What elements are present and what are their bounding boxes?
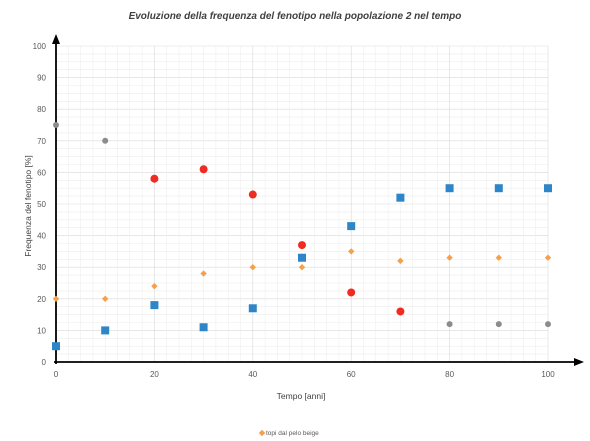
data-point [248,190,257,199]
data-point [53,122,59,128]
y-tick-label: 70 [37,137,46,146]
data-point [446,321,453,328]
y-tick-label: 0 [42,358,47,367]
y-tick-label: 30 [37,263,46,272]
data-point [397,257,404,265]
data-point [150,174,159,183]
data-point [102,137,109,144]
tick-labels: 0 10 20 30 40 50 60 70 80 90 100 0 20 40 60 80 100 [33,42,556,379]
data-point [200,270,207,277]
data-point [347,288,356,297]
y-tick-label: 20 [37,295,46,304]
y-tick-label: 10 [37,326,46,335]
data-point [248,304,257,313]
data-point [52,342,60,351]
data-point [446,254,453,261]
data-point [101,326,110,335]
data-point [494,184,503,193]
data-point [150,301,159,310]
chart-title: Evoluzione della frequenza del fenotipo … [128,11,462,22]
data-point [396,193,405,202]
data-point [102,295,109,302]
x-tick-label: 40 [248,370,257,379]
data-point [495,321,502,328]
x-tick-label: 0 [54,370,59,379]
y-tick-label: 90 [37,74,46,83]
legend-label: topi dal pelo beige [266,430,319,437]
x-tick-label: 60 [347,370,356,379]
data-point [298,253,306,262]
data-point [199,323,208,332]
data-point [445,184,454,193]
x-tick-label: 20 [150,370,159,379]
data-points [52,122,552,351]
gridlines [55,45,549,363]
data-point [348,248,355,255]
data-point [544,184,552,193]
x-tick-label: 100 [541,370,555,379]
x-axis-arrow [574,358,584,366]
y-tick-label: 50 [37,200,46,209]
x-tick-label: 80 [445,370,454,379]
legend: topi dal pelo beige [258,429,319,437]
y-tick-label: 40 [37,232,46,241]
data-point [52,295,60,302]
data-point [347,222,356,231]
data-point [495,254,502,261]
data-point [545,321,551,328]
y-tick-label: 60 [37,168,46,177]
data-point [298,264,306,271]
data-point [298,241,306,250]
y-axis-title: Frequenza del fenotipo [%] [23,155,33,257]
data-point [544,254,552,261]
y-tick-label: 100 [33,42,47,51]
data-point [199,165,208,174]
legend-marker [258,429,266,437]
x-axis-title: Tempo [anni] [277,391,326,401]
data-point [249,264,256,271]
data-point [151,282,158,290]
y-tick-label: 80 [37,105,46,114]
axes [52,34,584,366]
y-axis-arrow [52,34,60,44]
data-point [396,307,405,316]
